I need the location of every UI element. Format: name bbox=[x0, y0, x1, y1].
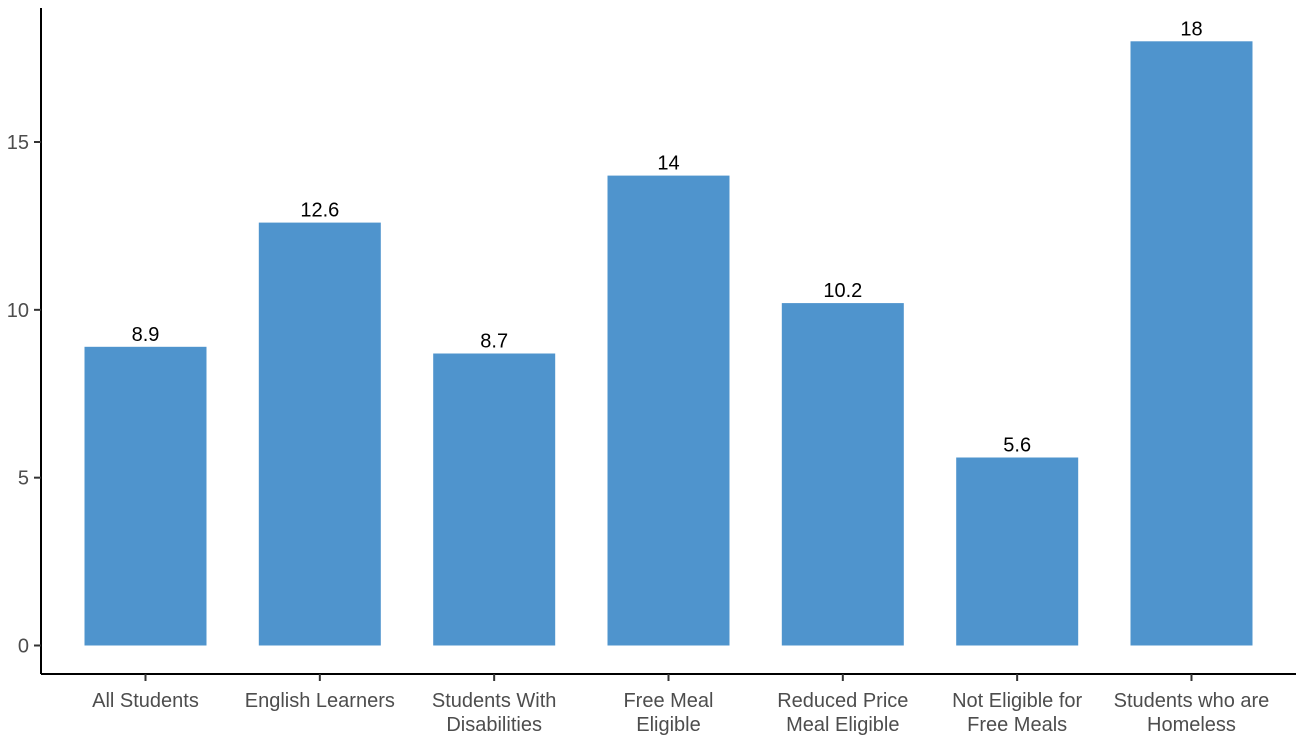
x-category-label-line: Homeless bbox=[1147, 714, 1236, 736]
bar-value-label: 10.2 bbox=[823, 280, 862, 302]
x-category-label-line: Students who are bbox=[1114, 690, 1270, 712]
x-category-label-line: Free Meal bbox=[623, 690, 713, 712]
x-category-label: All Students bbox=[92, 690, 199, 712]
x-category-label-line: Meal Eligible bbox=[786, 714, 899, 736]
x-category-label-line: Not Eligible for bbox=[952, 690, 1082, 712]
x-category-label: Reduced Price Meal Eligible bbox=[777, 690, 908, 736]
x-category-label: Students who are Homeless bbox=[1114, 690, 1270, 736]
bar-value-label: 18 bbox=[1180, 18, 1202, 40]
bar-value-label: 14 bbox=[657, 153, 679, 175]
bar bbox=[781, 303, 904, 646]
x-category-label-line: Students With bbox=[432, 690, 557, 712]
x-category-label: Students With Disabilities bbox=[432, 690, 557, 736]
y-ticks-group: 0 5 10 15 bbox=[7, 132, 41, 658]
x-category-label: English Learners bbox=[245, 690, 395, 712]
x-category-label-line: All Students bbox=[92, 690, 199, 712]
bars-group bbox=[84, 41, 1253, 646]
bar bbox=[956, 457, 1079, 646]
y-tick-label: 0 bbox=[18, 636, 29, 658]
data-labels-group: 8.9 12.6 8.7 14 10.2 5.6 18 bbox=[132, 18, 1203, 456]
x-category-label-line: Reduced Price bbox=[777, 690, 908, 712]
bar-value-label: 12.6 bbox=[300, 200, 339, 222]
x-category-label: Free Meal Eligible bbox=[623, 690, 713, 736]
bar bbox=[84, 346, 207, 646]
bar bbox=[607, 175, 730, 646]
y-tick-label: 10 bbox=[7, 300, 29, 322]
bar bbox=[433, 353, 556, 646]
bar-value-label: 5.6 bbox=[1003, 435, 1031, 457]
x-category-label-line: Free Meals bbox=[967, 714, 1067, 736]
y-tick-label: 15 bbox=[7, 132, 29, 154]
bar bbox=[258, 222, 381, 646]
bar bbox=[1130, 41, 1253, 646]
x-category-label-line: Disabilities bbox=[446, 714, 542, 736]
bar-value-label: 8.9 bbox=[132, 324, 160, 346]
x-category-label: Not Eligible for Free Meals bbox=[952, 690, 1082, 736]
bar-value-label: 8.7 bbox=[480, 331, 508, 353]
x-category-label-line: English Learners bbox=[245, 690, 395, 712]
x-ticks-group: All Students English Learners Students Wit… bbox=[92, 674, 1269, 736]
y-tick-label: 5 bbox=[18, 468, 29, 490]
x-category-label-line: Eligible bbox=[636, 714, 700, 736]
